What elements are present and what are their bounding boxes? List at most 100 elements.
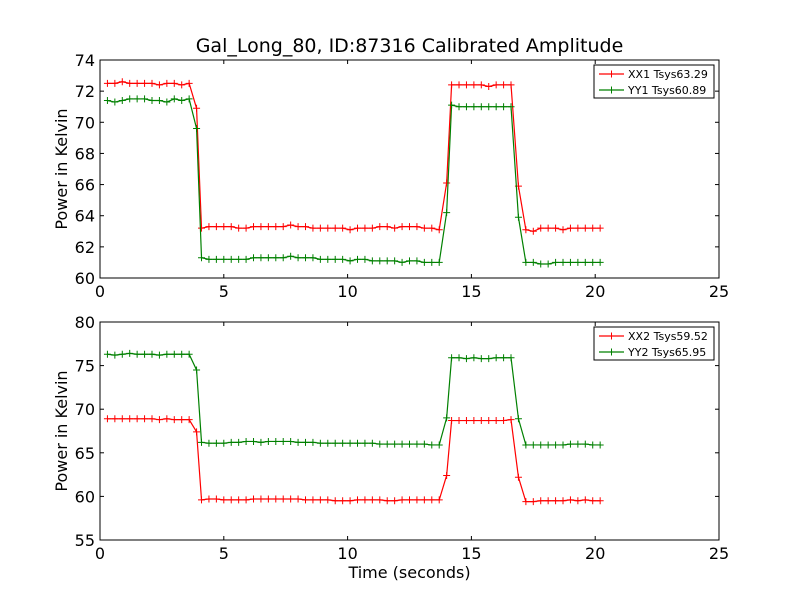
legend-marker [608,86,615,94]
data-point [507,81,515,89]
data-point [529,258,537,266]
y-tick-label: 64 [75,207,95,226]
data-point [448,354,456,362]
data-point [383,497,391,505]
data-point [316,224,324,232]
y-tick-label: 80 [75,313,95,332]
data-point [455,354,463,362]
series-line-2-2 [107,352,601,446]
data-point [581,224,589,232]
x-tick-label: 25 [709,544,729,563]
data-point [294,495,302,503]
y-axis-label-1: Power in Kelvin [52,108,71,229]
data-point [309,496,317,504]
data-point [413,496,421,504]
data-point [500,417,508,425]
y-tick-label: 70 [75,113,95,132]
data-point [264,223,272,231]
legend-marker [608,348,615,356]
y-tick-label: 68 [75,144,95,163]
data-point [141,79,149,87]
data-point [435,258,443,266]
data-point [477,81,485,89]
data-point [235,438,243,446]
data-point [448,81,456,89]
data-point [398,440,406,448]
data-point [435,226,443,234]
data-point [361,496,369,504]
legend-label: YY1 Tsys60.89 [627,84,706,97]
data-point [529,441,537,449]
data-point [235,224,243,232]
data-point [242,437,250,445]
data-point [170,95,178,103]
data-point [155,96,163,104]
data-point [272,437,280,445]
data-point [455,103,463,111]
data-point [205,223,213,231]
data-point [507,103,515,111]
data-point [141,415,149,423]
data-point [485,417,493,425]
data-point [272,495,280,503]
data-point [361,439,369,447]
data-point [492,103,500,111]
legend-box [593,64,715,99]
data-point [118,78,126,86]
data-point [413,223,421,231]
data-point [205,255,213,263]
data-point [103,96,111,104]
y-tick-label: 55 [75,531,95,550]
data-point [141,95,149,103]
data-point [477,417,485,425]
data-point [500,354,508,362]
plot-frame-2 [99,321,720,541]
data-point [133,79,141,87]
data-point [193,428,201,436]
data-point [443,471,451,479]
data-point [287,252,295,260]
data-point [596,258,604,266]
x-tick-label: 10 [337,282,357,301]
data-point [354,224,362,232]
data-point [391,440,399,448]
data-point [420,496,428,504]
data-point [462,81,470,89]
data-point [537,441,545,449]
data-point [287,221,295,229]
data-point [361,224,369,232]
data-point [163,79,171,87]
data-point [529,498,537,506]
data-point [589,224,597,232]
data-point [507,416,515,424]
data-point [324,496,332,504]
legend-box [593,326,715,361]
data-point [178,416,186,424]
data-point [279,254,287,262]
data-point [420,258,428,266]
legend-marker [608,70,615,78]
legend-label: YY2 Tsys65.95 [627,346,706,359]
data-point [448,101,456,109]
data-point [227,223,235,231]
data-point [302,223,310,231]
y-tick-label: 60 [75,269,95,288]
data-point [185,350,193,358]
data-point [462,355,470,363]
data-point [376,496,384,504]
data-point [331,497,339,505]
data-point [227,496,235,504]
data-point [492,354,500,362]
data-point [309,224,317,232]
data-point [193,104,201,112]
data-point [257,254,265,262]
data-point [257,223,265,231]
data-point [118,96,126,104]
data-point [346,257,354,265]
y-tick-label: 72 [75,82,95,101]
data-point [470,354,478,362]
data-point [383,257,391,265]
y-tick-label: 60 [75,487,95,506]
data-point [302,496,310,504]
